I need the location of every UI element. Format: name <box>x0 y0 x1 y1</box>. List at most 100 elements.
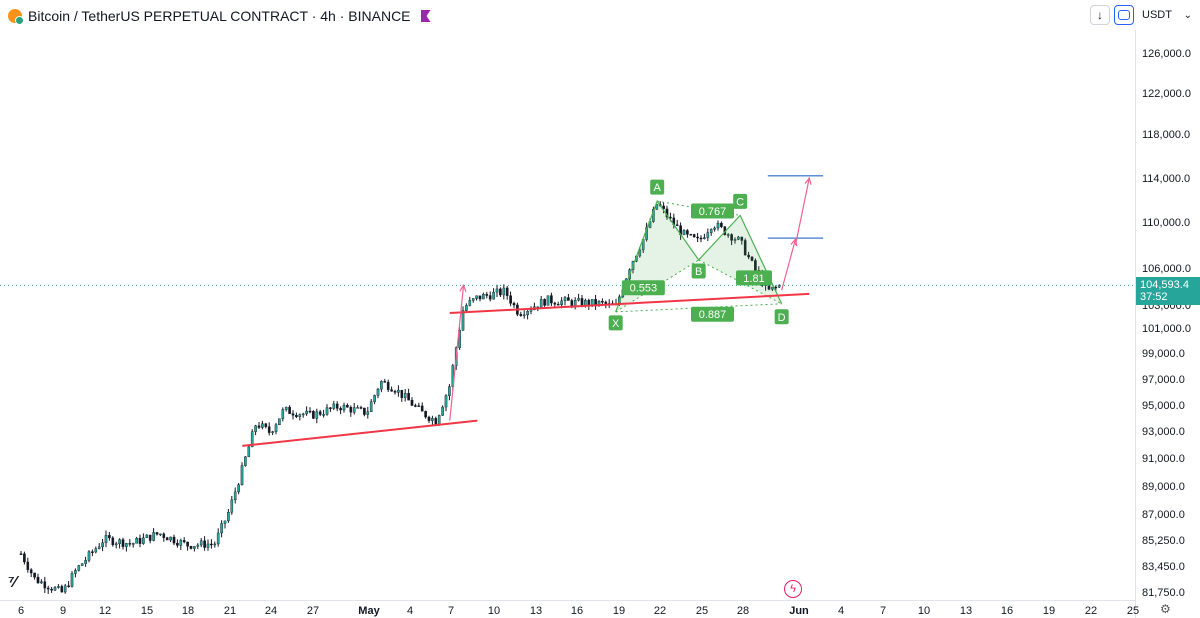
candle-body <box>747 254 750 258</box>
pattern-point-c: C <box>733 193 748 209</box>
time-tick-label: 7 <box>448 605 454 617</box>
candle-body <box>410 399 414 406</box>
time-tick-label: 13 <box>530 605 542 617</box>
candle-body <box>301 413 305 416</box>
currency-selector[interactable]: USDT ⌄ <box>1138 5 1196 25</box>
candle-body <box>312 410 315 419</box>
price-axis[interactable]: 126,000.0 122,000.0 118,000.0 114,000.0 110,… <box>1142 48 1191 599</box>
candle-body <box>505 287 509 296</box>
candle-body <box>70 573 74 587</box>
candle-body <box>210 543 213 546</box>
trendline[interactable] <box>449 292 810 315</box>
candle-body <box>23 553 26 563</box>
candle-body <box>774 286 778 289</box>
candle-body <box>570 300 574 306</box>
candle-body <box>366 411 370 415</box>
candle-body <box>675 224 679 227</box>
candle-body <box>182 540 186 543</box>
candle-body <box>699 237 703 240</box>
candle-body <box>199 540 203 546</box>
pattern-ratio-label: 0.767 <box>691 203 734 219</box>
candle-body <box>750 256 754 261</box>
candle-body <box>346 405 349 408</box>
candle-body <box>254 425 257 432</box>
candle-body <box>284 406 288 410</box>
price-tick-label: 110,000.0 <box>1142 217 1190 229</box>
candle-body <box>519 314 523 316</box>
candle-body <box>754 260 757 271</box>
price-tick-label: 87,000.0 <box>1142 509 1185 521</box>
time-tick-label: Jun <box>789 605 809 617</box>
candle-body <box>332 403 336 409</box>
projection-arrow[interactable] <box>781 239 797 291</box>
candle-body <box>176 542 179 546</box>
time-tick-label: 15 <box>141 605 153 617</box>
projection-arrow[interactable] <box>794 177 810 246</box>
candle-body <box>417 405 421 407</box>
time-tick-label: 9 <box>60 605 66 617</box>
time-tick-label: 22 <box>1085 605 1097 617</box>
candle-body <box>488 295 492 300</box>
candle-body <box>19 553 23 555</box>
candle-body <box>471 298 475 301</box>
pattern-ratio-label: 0.553 <box>621 280 665 296</box>
candle-body <box>142 537 145 544</box>
flag-icon[interactable] <box>420 10 431 22</box>
price-tick-label: 99,000.0 <box>1142 348 1185 360</box>
candle-body <box>502 287 506 296</box>
candle-body <box>420 405 424 412</box>
time-tick-label: 25 <box>1127 605 1139 617</box>
pattern-point-b-bg <box>691 263 706 279</box>
candle-body <box>482 293 485 300</box>
candle-body <box>193 546 196 549</box>
price-tick-label: 91,000.0 <box>1142 453 1185 465</box>
candle-body <box>444 395 448 408</box>
settings-gear-icon[interactable]: ⚙ <box>1160 602 1171 616</box>
time-axis[interactable]: 6 9 12 15 18 21 24 27 May 4 7 10 13 16 19 22 25 28 Jun 4 7 10… <box>18 605 1139 617</box>
candle-body <box>390 389 393 392</box>
candle-body <box>553 302 557 305</box>
pattern-ratio-label: 0.887 <box>691 306 734 322</box>
price-tick-label: 101,000.0 <box>1142 323 1191 335</box>
candle-body <box>335 403 339 409</box>
projection-arrow-head <box>804 176 812 185</box>
pattern-ratio-label-text: 0.887 <box>699 309 727 321</box>
candle-body <box>240 465 244 485</box>
candle-body <box>278 418 281 426</box>
candle-body <box>352 407 356 413</box>
candle-body <box>448 386 451 396</box>
candle-body <box>329 407 332 409</box>
pattern-point-x: X <box>608 315 623 331</box>
candle-body <box>461 310 465 331</box>
candle-body <box>148 534 152 541</box>
candle-body <box>737 236 740 240</box>
candle-body <box>267 426 271 433</box>
time-tick-label: 4 <box>838 605 844 617</box>
candle-body <box>325 407 329 415</box>
candle-body <box>50 588 53 591</box>
candle-body <box>264 423 268 427</box>
candle-body <box>128 543 132 545</box>
pattern-ratio-label-text: 0.553 <box>630 283 658 295</box>
price-tick-label: 97,000.0 <box>1142 374 1185 386</box>
candle-body <box>686 230 689 235</box>
candle-body <box>118 539 121 544</box>
down-arrow-icon: ↓ <box>1097 8 1103 22</box>
candle-body <box>743 240 747 256</box>
candle-body <box>529 309 533 312</box>
candle-body <box>40 581 43 584</box>
projection-arrow[interactable] <box>449 285 465 421</box>
scroll-down-button[interactable]: ↓ <box>1090 5 1110 25</box>
candle-body <box>295 415 298 417</box>
candle-body <box>74 570 77 574</box>
lightning-icon[interactable]: ϟ <box>784 580 802 598</box>
pattern-point-a-bg <box>650 179 665 195</box>
trendline[interactable] <box>242 419 478 447</box>
symbol-title[interactable]: Bitcoin / TetherUS PERPETUAL CONTRACT · … <box>28 8 411 24</box>
tradingview-logo-icon[interactable]: ⁷⁄ <box>8 574 16 591</box>
candle-body <box>356 407 359 409</box>
candle-body <box>682 230 686 236</box>
auto-scale-button[interactable] <box>1114 5 1134 25</box>
pattern-fill-xab <box>615 201 699 312</box>
